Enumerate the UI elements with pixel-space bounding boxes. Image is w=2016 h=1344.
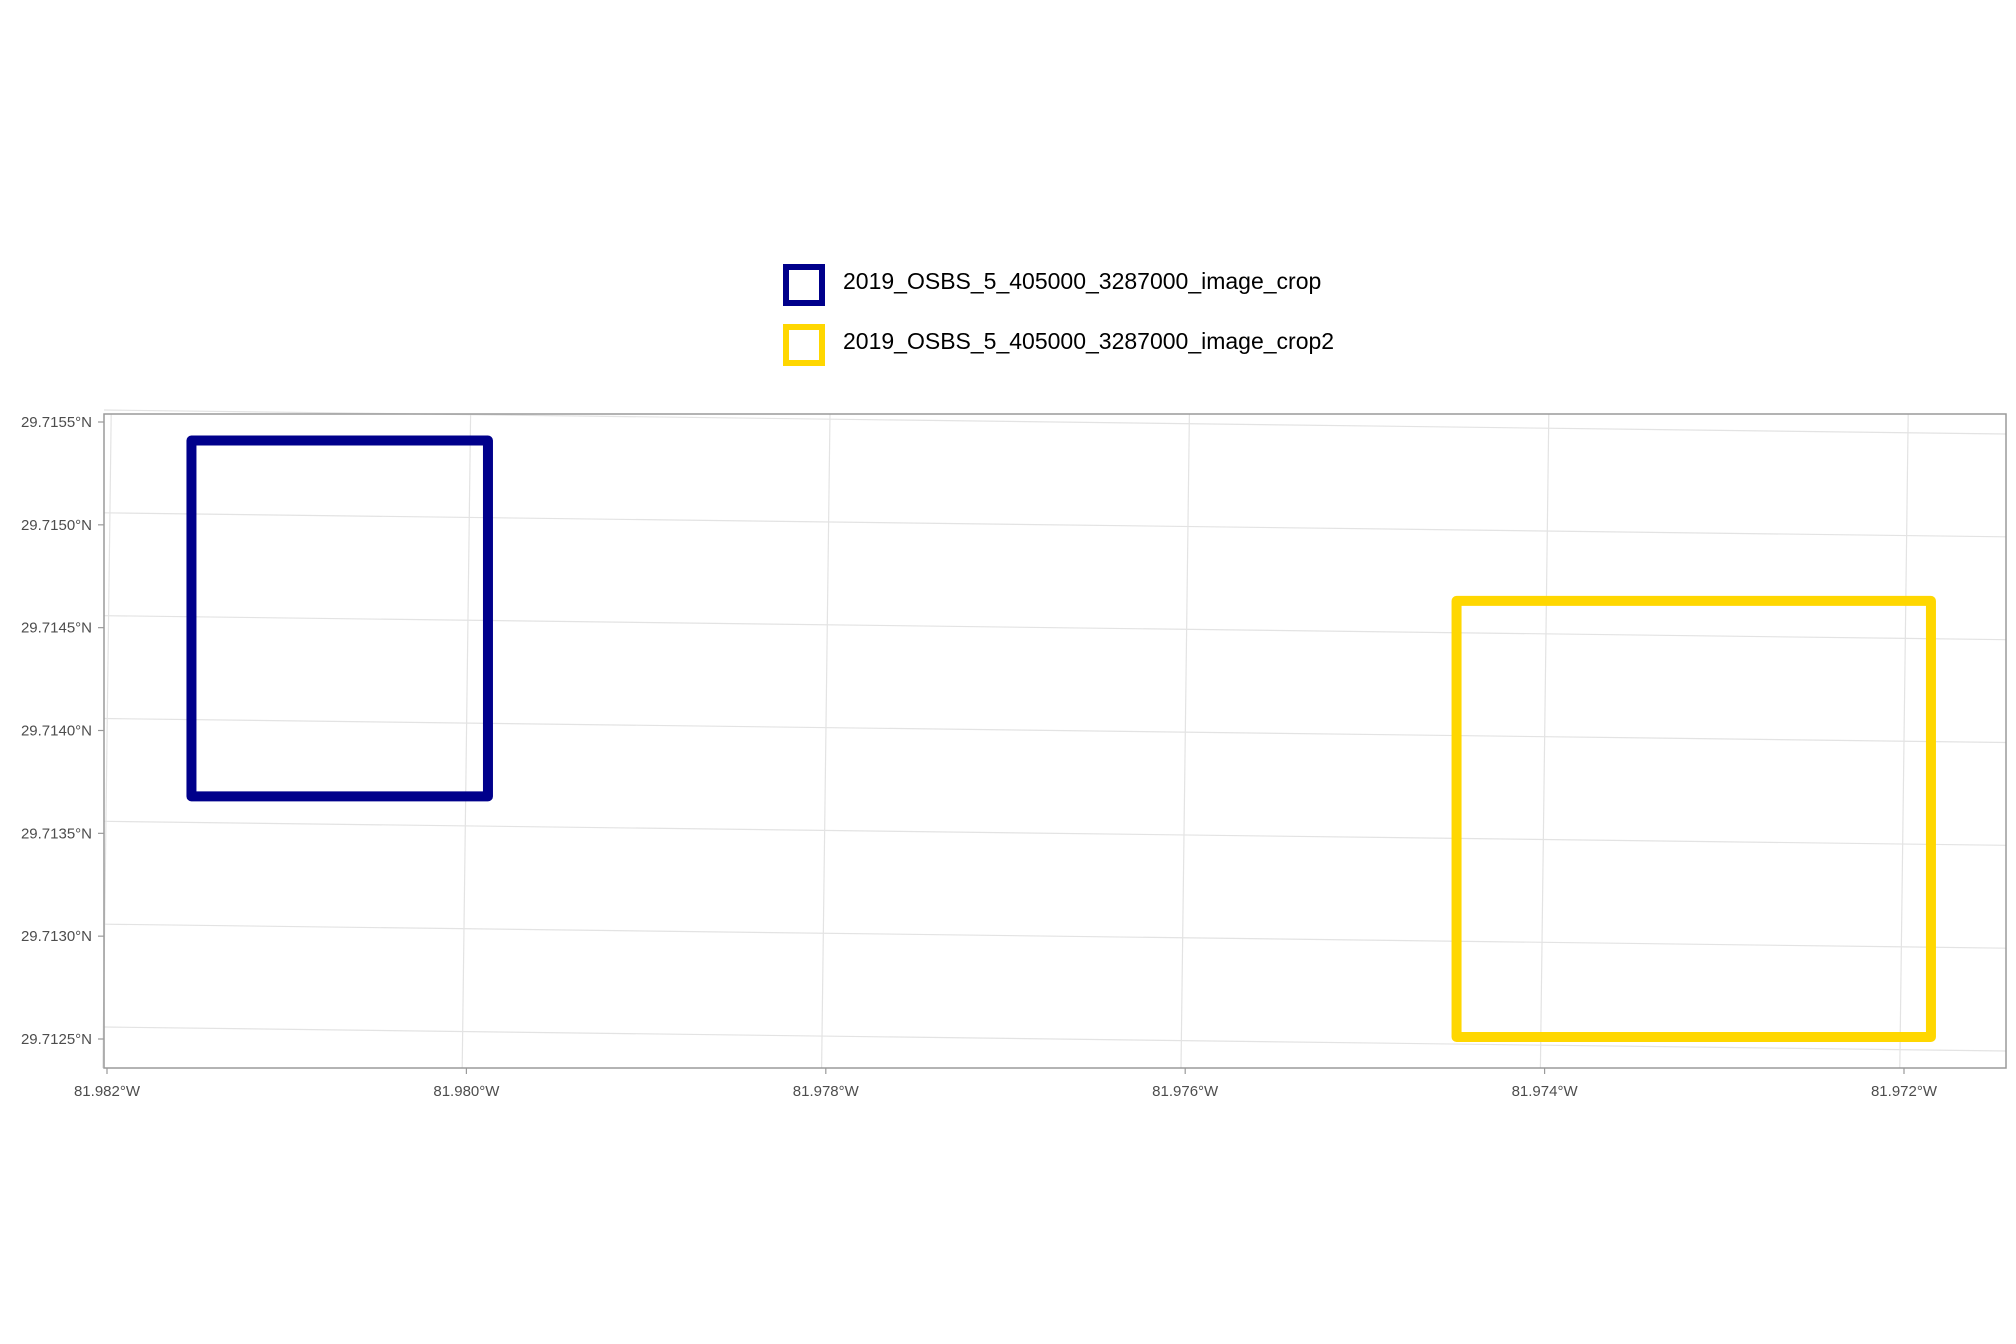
x-tick-label: 81.980°W [433,1083,500,1100]
gridline-y [103,1026,2007,1052]
y-tick-label: 29.7125°N [21,1031,92,1048]
gridline-y [103,820,2007,846]
polygons [186,435,1936,1042]
x-tick-label: 81.978°W [793,1083,860,1100]
gridline-y [103,615,2007,641]
x-tick-label: 81.972°W [1871,1083,1938,1100]
gridline-x [1180,413,1190,1069]
axis-labels: 81.982°W 81.980°W 81.978°W 81.976°W 81.974°W… [21,414,1938,1100]
legend-key-crop2 [783,324,825,366]
legend-label-crop2: 2019_OSBS_5_405000_3287000_image_crop2 [843,328,1335,354]
y-tick-label: 29.7130°N [21,928,92,945]
y-tick-label: 29.7140°N [21,723,92,740]
gridline-x [461,413,472,1069]
gridlines [102,409,2007,1069]
legend-label-crop: 2019_OSBS_5_405000_3287000_image_crop [843,268,1322,294]
y-tick-label: 29.7135°N [21,825,92,842]
legend-key-crop [783,264,825,306]
x-tick-label: 81.976°W [1152,1083,1219,1100]
y-tick-label: 29.7155°N [21,414,92,431]
polygon-crop [186,435,493,802]
gridline-x [821,413,831,1069]
gridline-y [103,923,2007,949]
polygon-crop2 [1451,595,1936,1042]
gridline-y [103,512,2007,538]
x-tick-label: 81.982°W [74,1083,141,1100]
axis-ticks [98,421,1905,1074]
gridline-y [103,717,2007,744]
x-tick-label: 81.974°W [1512,1083,1579,1100]
plot-panel [103,413,2007,1069]
y-tick-label: 29.7145°N [21,620,92,637]
gridline-x [1539,413,1550,1069]
y-tick-label: 29.7150°N [21,517,92,534]
